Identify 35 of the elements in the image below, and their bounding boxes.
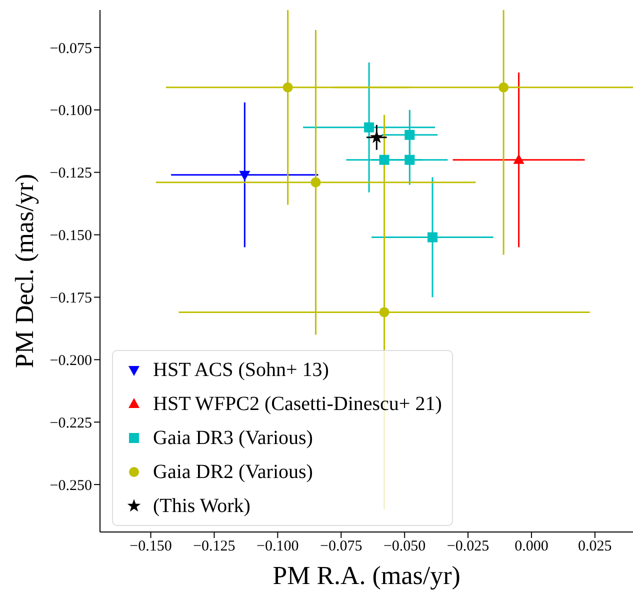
legend-label: HST WFPC2 (Casetti-Dinescu+ 21) [153,392,442,416]
x-tick-label: −0.100 [256,538,299,555]
legend-label: HST ACS (Sohn+ 13) [153,358,329,382]
y-tick-label: −0.175 [50,290,92,307]
point [310,177,321,188]
x-axis-title: PM R.A. (mas/yr) [272,561,460,590]
legend-label: Gaia DR3 (Various) [153,426,313,450]
point [427,232,438,242]
point [282,82,293,92]
y-tick-label: −0.125 [50,166,92,182]
y-tick-label: −0.075 [50,40,92,57]
y-tick-label: −0.100 [50,103,92,120]
x-tick-label: −0.025 [446,538,490,555]
y-tick-label: −0.200 [50,352,92,369]
legend-label: Gaia DR2 (Various) [153,460,313,484]
point [379,154,390,165]
x-tick-label: 0.025 [578,538,612,555]
point [370,130,384,144]
x-tick-label: −0.050 [383,538,426,555]
point [404,154,415,165]
point [513,154,524,164]
x-tick-label: −0.125 [193,538,236,555]
point [404,130,415,140]
point [379,307,390,318]
point [498,82,509,92]
point [364,122,374,132]
y-tick-label: −0.250 [50,478,92,494]
x-tick-label: −0.075 [320,538,362,555]
y-axis-title: PM Decl. (mas/yr) [10,174,40,368]
x-tick-label: −0.150 [130,538,172,555]
x-tick-label: 0.000 [514,538,548,555]
y-tick-label: −0.225 [50,415,92,432]
point [239,170,250,181]
y-tick-label: −0.150 [50,228,92,244]
legend-label: (This Work) [153,494,250,518]
